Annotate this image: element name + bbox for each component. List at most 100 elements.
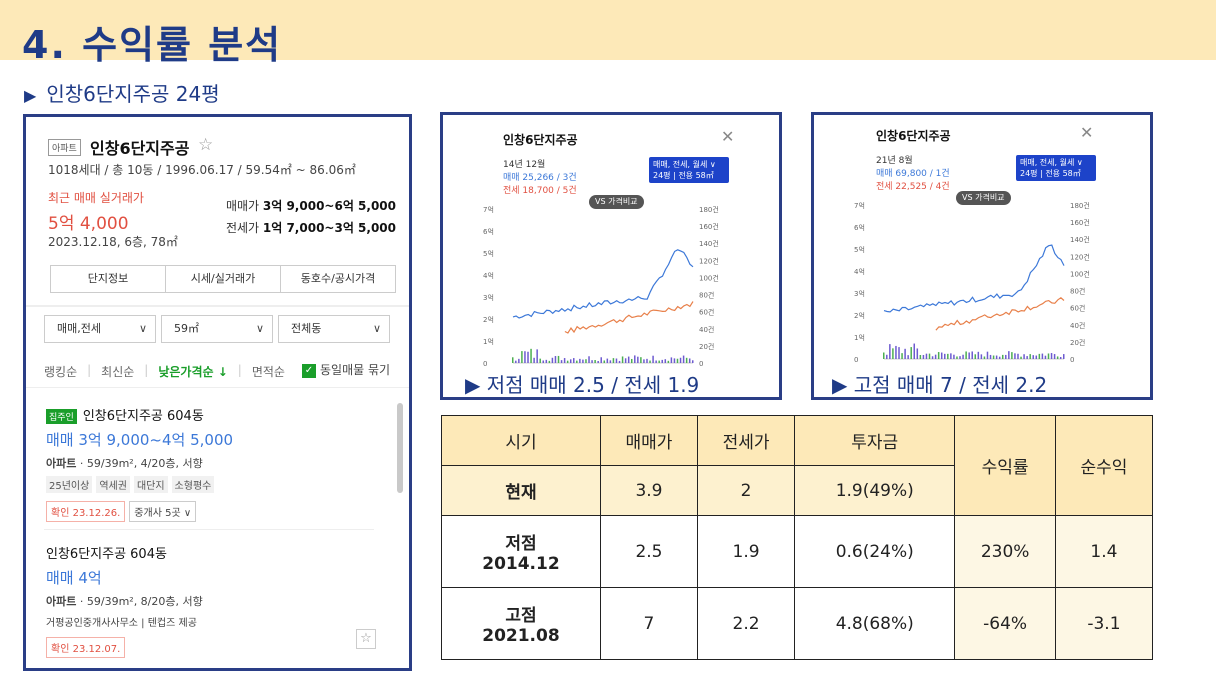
volume-bar [685, 357, 688, 363]
recent-price-label: 최근 매매 실거래가 [48, 191, 144, 205]
volume-bar [1008, 351, 1010, 359]
favorite-star-icon[interactable]: ☆ [198, 135, 214, 155]
listing-detail: · 59/39m², 4/20층, 서향 [76, 457, 203, 470]
volume-bar [1047, 353, 1050, 359]
chart-jeonse: 전세 18,700 / 5건 [503, 186, 577, 196]
volume-bar [524, 351, 526, 363]
volume-bar [688, 358, 691, 363]
sale-range-label: 매매가 [225, 199, 260, 213]
trade-type-selector[interactable]: 매매, 전세, 월세 ∨ 24평 | 전용 58㎡ [1016, 155, 1096, 181]
vs-compare-button[interactable]: VS 가격비교 [589, 195, 644, 209]
volume-bar [661, 359, 663, 363]
cell: 1.9 [697, 515, 796, 588]
volume-bar [916, 348, 919, 359]
chevron-down-icon: ∨ [138, 322, 147, 335]
header-sale-price: 매매가 [599, 415, 699, 466]
volume-bar [551, 357, 554, 363]
volume-bar [950, 353, 952, 359]
y-tick-left: 7억 [854, 202, 865, 210]
volume-bar [947, 353, 949, 359]
list-item[interactable]: 인창6단지주공 604동 매매 4억 아파트 · 59/39m², 8/20층,… [46, 543, 386, 658]
volume-bar [621, 356, 624, 363]
vs-compare-button[interactable]: VS 가격비교 [956, 191, 1011, 205]
y-tick-right: 140건 [699, 239, 719, 248]
sort-area[interactable]: 면적순 [251, 365, 285, 379]
area-select[interactable]: 59㎡ ∨ [161, 315, 273, 343]
volume-bar [649, 360, 651, 363]
list-item[interactable]: 집주인 인창6단지주공 604동 매매 3억 9,000~4억 5,000 아파트… [46, 405, 386, 522]
building-select[interactable]: 전체동 ∨ [278, 315, 390, 343]
price-chart: 7억 6억 5억 4억 3억 2억 1억 0 180건 160건 140건 120건 100건 80건 60… [854, 201, 1090, 364]
selector-line2: 24평 | 전용 58㎡ [653, 171, 714, 180]
volume-bar [1044, 355, 1047, 359]
favorite-star-icon[interactable]: ☆ [356, 629, 376, 649]
sort-options: 랭킹순 | 최신순 | 낮은가격순 ↓ | 면적순 [44, 363, 285, 379]
volume-bar [609, 360, 612, 363]
header-jeonse-price: 전세가 [697, 415, 796, 466]
volume-bar [931, 356, 934, 359]
volume-bar [615, 358, 618, 363]
volume-bar [998, 356, 1001, 359]
close-icon[interactable]: ✕ [1080, 123, 1094, 142]
same-listing-checkbox[interactable]: ✓ 동일매물 묶기 [302, 361, 390, 378]
volume-bar [1020, 356, 1022, 359]
scrollbar[interactable] [397, 403, 403, 493]
volume-bar [953, 354, 955, 359]
trade-type-select[interactable]: 매매,전세 ∨ [44, 315, 156, 343]
y-tick-right: 20건 [699, 342, 714, 351]
tab-unit-price[interactable]: 동호수/공시가격 [300, 272, 376, 285]
chart-jeonse: 전세 22,525 / 4건 [876, 182, 950, 192]
volume-bar [962, 354, 964, 359]
volume-bar [560, 360, 563, 363]
y-tick-left: 0 [854, 356, 858, 364]
y-tick-right: 40건 [1070, 321, 1085, 330]
y-tick-right: 160건 [699, 222, 719, 231]
cell: -3.1 [1054, 587, 1154, 660]
price-chart: 7억 6억 5억 4억 3억 2억 1억 0 180건 160건 140건 120건 100건 80건 60… [483, 205, 719, 368]
table-row: 저점 2014.12 2.5 1.9 0.6(24%) 230% 1.4 [441, 515, 1154, 588]
table-row: 고점 2021.08 7 2.2 4.8(68%) -64% -3.1 [441, 587, 1154, 660]
y-tick-right: 100건 [1070, 269, 1090, 278]
volume-bar [527, 351, 529, 363]
sort-low-price[interactable]: 낮은가격순 ↓ [158, 365, 228, 379]
volume-bar [518, 358, 520, 363]
volume-bar [928, 353, 931, 359]
tab-price-history[interactable]: 시세/실거래가 [166, 266, 281, 292]
cell: 7 [599, 587, 699, 660]
selector-line2: 24평 | 전용 58㎡ [1020, 169, 1081, 178]
volume-bar [971, 351, 973, 359]
volume-bar [1001, 354, 1004, 359]
info-tabs: 단지정보 시세/실거래가 동호수/공시가격 [50, 265, 396, 293]
listing-name: 인창6단지주공 604동 [46, 547, 167, 562]
volume-bar [673, 358, 676, 363]
volume-bar [965, 351, 967, 359]
volume-bar [548, 360, 551, 363]
volume-bar [1053, 354, 1056, 359]
volume-bar [910, 347, 912, 359]
selector-line1: 매매, 전세, 월세 ∨ [1020, 158, 1083, 167]
volume-bar [1026, 356, 1028, 359]
confirm-badge: 확인 23.12.07. [46, 637, 126, 658]
trade-type-selector[interactable]: 매매, 전세, 월세 ∨ 24평 | 전용 58㎡ [649, 157, 729, 183]
y-tick-right: 0 [1070, 356, 1074, 364]
volume-bar [1029, 354, 1031, 359]
volume-bar [591, 360, 593, 363]
volume-bar [913, 343, 916, 359]
volume-bar [1041, 353, 1044, 359]
cell: 2.5 [599, 515, 699, 588]
volume-bar [530, 348, 532, 363]
volume-bar [588, 356, 590, 363]
agents-button[interactable]: 중개사 5곳 ∨ [129, 501, 197, 522]
y-tick-right: 40건 [699, 325, 714, 334]
y-tick-left: 2억 [483, 316, 494, 324]
tab-complex-info[interactable]: 단지정보 [51, 266, 166, 292]
y-tick-left: 3억 [483, 294, 494, 302]
sort-ranking[interactable]: 랭킹순 [44, 365, 78, 379]
sale-series-line [883, 244, 1065, 313]
divider [26, 387, 409, 388]
close-icon[interactable]: ✕ [721, 127, 735, 146]
volume-bar [886, 354, 888, 359]
volume-bar [898, 347, 900, 359]
sort-latest[interactable]: 최신순 [101, 365, 135, 379]
cell: 2 [697, 465, 796, 516]
